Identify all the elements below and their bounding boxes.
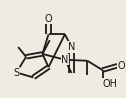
Text: O: O xyxy=(45,14,52,24)
Text: N: N xyxy=(61,55,69,65)
Text: N: N xyxy=(68,42,75,52)
Text: OH: OH xyxy=(103,79,118,89)
Text: S: S xyxy=(13,68,19,78)
Text: O: O xyxy=(118,61,125,71)
